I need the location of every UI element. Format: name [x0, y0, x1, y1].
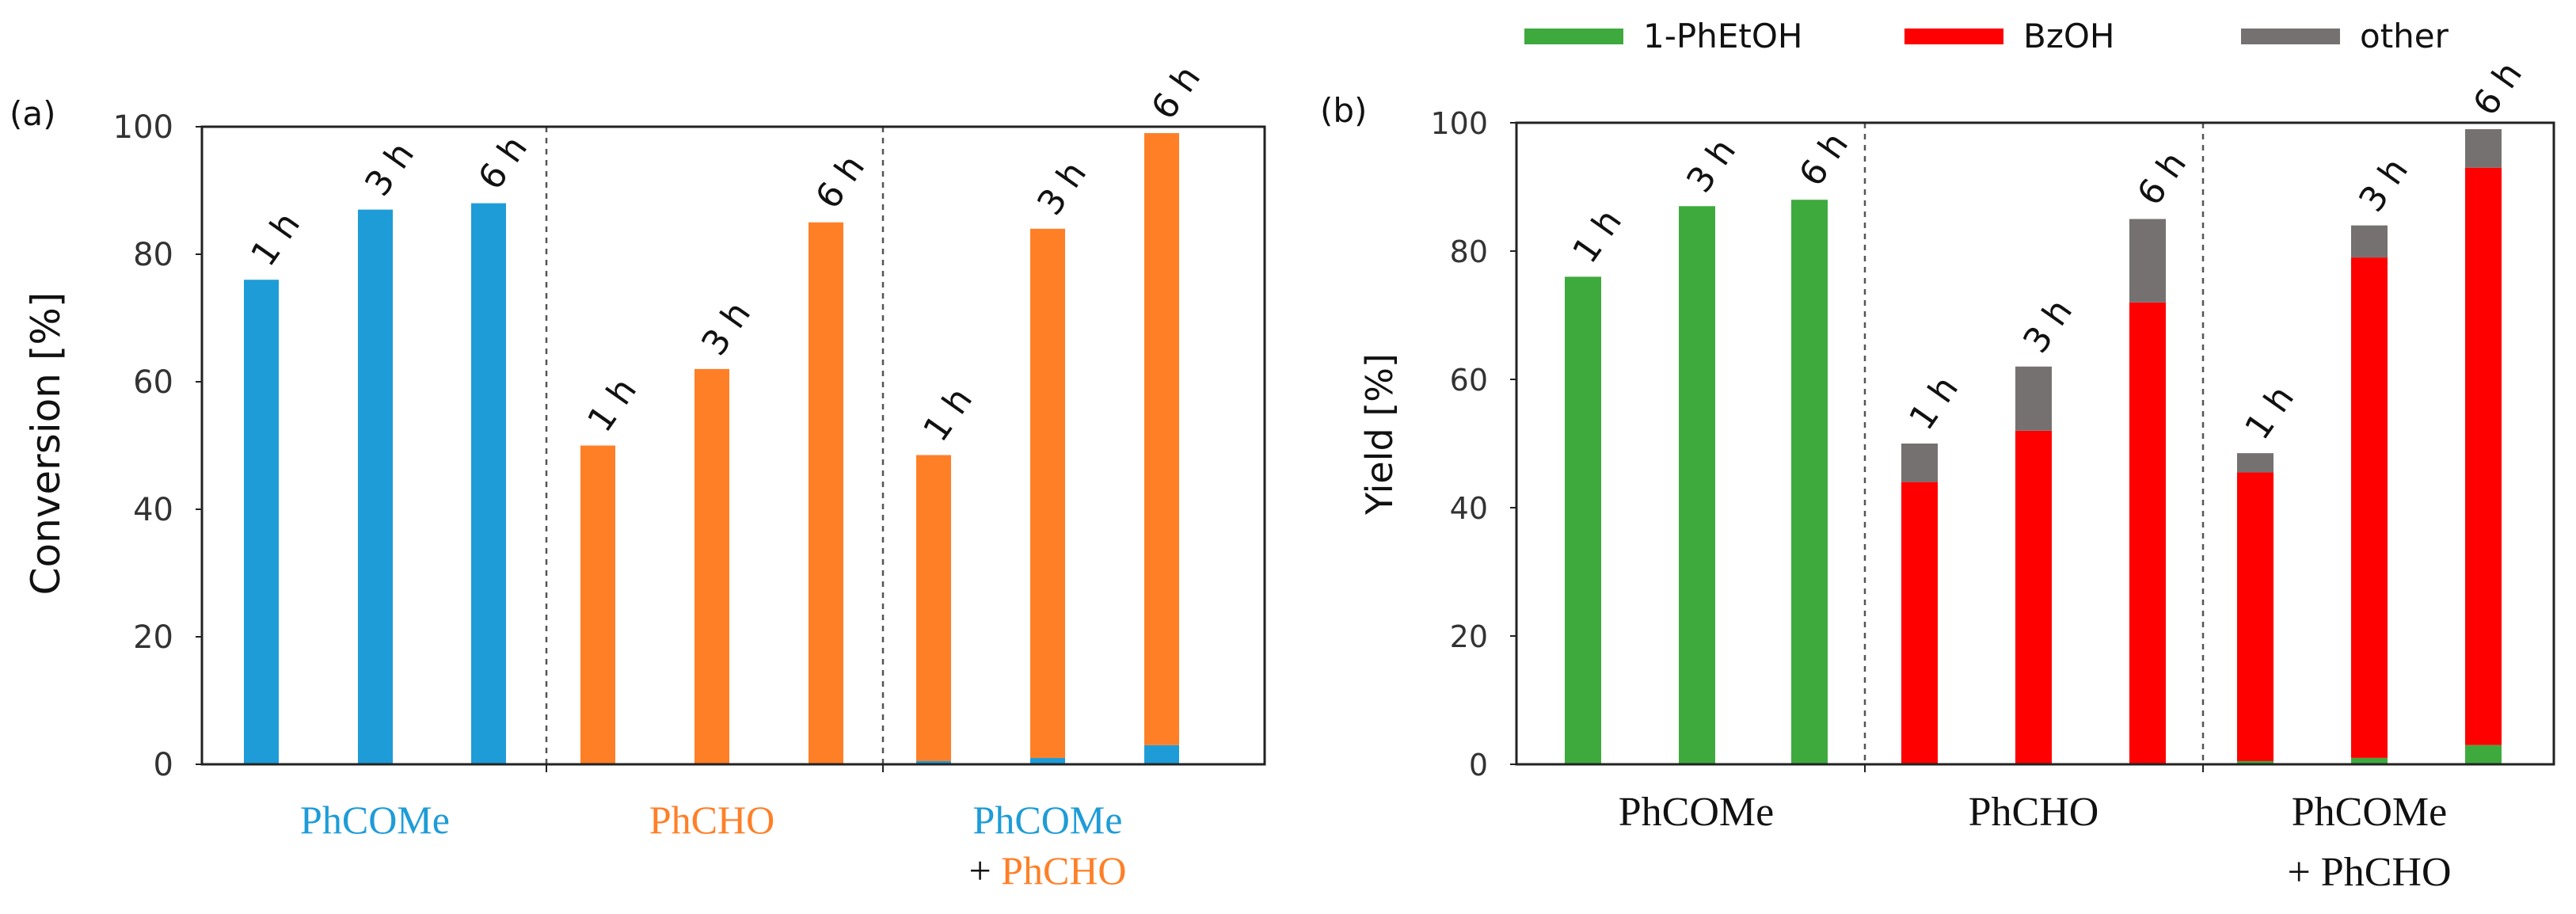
bar-segment-bzoh: [2237, 472, 2274, 761]
bar-segment-phcho: [694, 368, 729, 764]
legend-label: other: [2360, 17, 2449, 55]
category-label-part: PhCOMe: [300, 798, 450, 842]
category-label: PhCOMe: [1619, 790, 1774, 835]
bar-time-label: 1 h: [243, 205, 308, 273]
bar-segment-bzoh: [2465, 167, 2502, 745]
panel-b-y-tick-label: 100: [1430, 106, 1488, 141]
panel-b-y-tick-label: 20: [1450, 619, 1488, 654]
bar-segment-phcome: [1144, 745, 1179, 764]
bar-time-label: 6 h: [1143, 59, 1208, 127]
bar-segment-phcho: [580, 445, 615, 764]
category-label: PhCHO: [649, 798, 774, 842]
panel-a-y-axis-title: Conversion [%]: [23, 292, 69, 596]
bar-time-label: 1 h: [1901, 369, 1966, 437]
bar-segment-1-phetoh: [1679, 206, 1715, 764]
panel-b-label: (b): [1320, 91, 1367, 130]
category-label: PhCHO: [1969, 790, 2099, 835]
category-label: PhCOMe: [300, 798, 450, 842]
category-label-part: PhCHO: [1001, 848, 1126, 893]
category-label-part: + PhCHO: [2287, 850, 2451, 895]
bar-time-label: 1 h: [580, 371, 645, 439]
category-label: + PhCHO: [2287, 850, 2451, 895]
bar-segment-1-phetoh: [2351, 757, 2388, 764]
bar-segment-phcome: [1030, 757, 1065, 764]
panel-b-y-tick-label: 80: [1450, 234, 1488, 269]
bar-segment-phcome: [358, 209, 393, 764]
bar-segment-1-phetoh: [2465, 745, 2502, 764]
bar-time-label: 3 h: [694, 295, 759, 363]
bar-time-label: 1 h: [915, 380, 980, 448]
category-label: PhCOMe: [973, 798, 1123, 842]
legend-label: 1-PhEtOH: [1643, 17, 1802, 55]
panel-a-y-tick-label: 0: [154, 747, 173, 783]
bar-segment-other: [1901, 444, 1938, 482]
legend-label: BzOH: [2023, 17, 2115, 55]
bar-time-label: 6 h: [2129, 144, 2194, 212]
bar-segment-other: [2465, 129, 2502, 168]
panel-a-y-tick-label: 80: [133, 237, 173, 273]
legend-swatch-bzoh: [1904, 29, 2003, 44]
bar-segment-bzoh: [2015, 430, 2052, 764]
legend: 1-PhEtOH BzOH other: [1524, 17, 2449, 55]
panel-b-y-axis-title: Yield [%]: [1358, 353, 1401, 516]
legend-swatch-other: [2241, 29, 2340, 44]
bar-segment-phcome: [916, 760, 951, 764]
panel-b-y-tick-label: 40: [1450, 491, 1488, 526]
bar-time-label: 6 h: [470, 128, 535, 196]
panel-b-y-tick-label: 60: [1450, 363, 1488, 398]
category-label: PhCOMe: [2292, 790, 2447, 835]
bar-time-label: 3 h: [357, 135, 422, 203]
bar-segment-phcho: [1030, 228, 1065, 758]
bar-segment-other: [2237, 453, 2274, 473]
panel-b-y-tick-label: 0: [1469, 748, 1488, 783]
bar-segment-bzoh: [2351, 257, 2388, 758]
category-label-part: PhCOMe: [1619, 790, 1774, 835]
bar-time-label: 6 h: [1791, 125, 1856, 193]
bar-time-label: 3 h: [1029, 154, 1094, 223]
bar-segment-1-phetoh: [2237, 760, 2274, 764]
category-label-part: PhCOMe: [2292, 790, 2447, 835]
panel-a-label: (a): [10, 94, 56, 133]
bar-segment-phcho: [916, 455, 951, 761]
panel-a-y-tick-label: 40: [133, 492, 173, 528]
bar-segment-bzoh: [2129, 302, 2166, 764]
category-label: + PhCHO: [968, 848, 1126, 893]
bar-segment-1-phetoh: [1791, 200, 1828, 764]
panel-a-plot-frame: [200, 125, 1266, 766]
bar-segment-phcho: [809, 222, 843, 764]
panel-b-plot-frame: [1515, 121, 2555, 766]
bar-segment-other: [2015, 366, 2052, 431]
panel-a-y-tick-label: 20: [133, 619, 173, 656]
panel-a-y-tick-label: 60: [133, 364, 173, 401]
bar-time-label: 3 h: [2015, 292, 2080, 360]
category-label-part: PhCOMe: [973, 798, 1123, 842]
bar-segment-phcho: [1144, 133, 1179, 745]
legend-swatch-1-phetoh: [1524, 29, 1623, 44]
panel-a: (a) Conversion [%] 0 20 40 60 80 100 1 h 3 h 6 …: [10, 59, 1266, 893]
bar-segment-phcome: [471, 203, 506, 765]
bar-time-label: 1 h: [2237, 379, 2302, 447]
bar-segment-1-phetoh: [1565, 276, 1601, 764]
bar-time-label: 3 h: [2351, 150, 2416, 219]
panel-a-y-tick-label: 100: [113, 109, 173, 146]
bar-segment-other: [2351, 225, 2388, 258]
category-label-part: PhCHO: [1969, 790, 2099, 835]
bar-time-label: 6 h: [808, 148, 873, 216]
bar-segment-phcome: [244, 280, 279, 764]
panel-b: (b) Yield [%] 1-PhEtOH BzOH other 0 20 40 60 8…: [1320, 17, 2555, 895]
bar-segment-bzoh: [1901, 482, 1938, 764]
category-label-part: PhCHO: [649, 798, 774, 842]
bar-time-label: 6 h: [2465, 55, 2530, 123]
bar-time-label: 1 h: [1565, 202, 1630, 270]
bar-time-label: 3 h: [1679, 131, 1744, 200]
bar-segment-other: [2129, 219, 2166, 303]
category-label-part: +: [968, 848, 1001, 893]
